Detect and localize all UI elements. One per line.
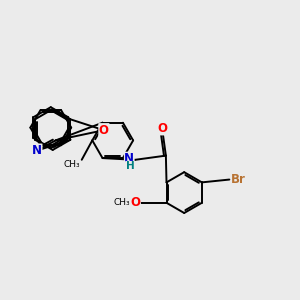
- Text: O: O: [99, 124, 109, 137]
- Text: H: H: [125, 161, 134, 171]
- Text: N: N: [32, 144, 42, 157]
- Text: CH₃: CH₃: [113, 198, 130, 207]
- Text: O: O: [130, 196, 140, 209]
- Text: Br: Br: [231, 173, 245, 186]
- Text: O: O: [158, 122, 167, 135]
- Text: CH₃: CH₃: [64, 160, 80, 169]
- Text: N: N: [124, 152, 134, 165]
